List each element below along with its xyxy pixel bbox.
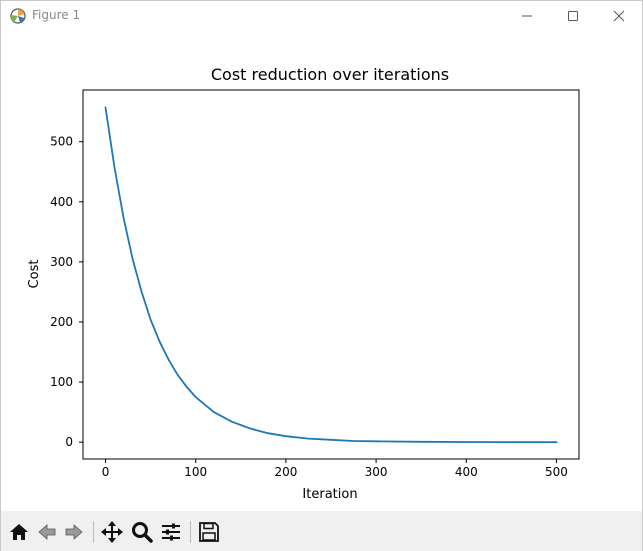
y-tick-label: 500 (50, 135, 73, 149)
home-icon (10, 524, 28, 540)
axes-frame (82, 89, 580, 460)
back-button[interactable] (34, 519, 60, 545)
zoom-magnifier-icon (132, 522, 153, 543)
y-tick-label: 400 (50, 195, 73, 209)
configure-subplots-button[interactable] (158, 519, 184, 545)
title-bar[interactable]: Figure 1 (1, 1, 642, 31)
maximize-icon (568, 11, 578, 21)
close-button[interactable] (596, 1, 642, 31)
x-tick-label: 100 (184, 465, 207, 479)
x-tick-label: 200 (274, 465, 297, 479)
series-line (104, 106, 558, 444)
navigation-toolbar (1, 511, 642, 551)
zoom-button[interactable] (129, 519, 155, 545)
y-tick-label: 100 (50, 375, 73, 389)
save-button[interactable] (196, 519, 222, 545)
save-floppy-icon (199, 522, 219, 542)
y-tick-label: 0 (65, 435, 73, 449)
forward-arrow-icon (65, 524, 83, 540)
y-tick-label: 300 (50, 255, 73, 269)
forward-button[interactable] (61, 519, 87, 545)
maximize-button[interactable] (550, 1, 596, 31)
toolbar-separator (93, 521, 94, 543)
x-axis-label: Iteration (302, 487, 357, 502)
pan-button[interactable] (99, 519, 125, 545)
x-tick-label: 300 (365, 465, 388, 479)
pan-move-icon (101, 521, 123, 543)
toolbar-separator (190, 521, 191, 543)
x-tick-label: 0 (102, 465, 110, 479)
back-arrow-icon (38, 524, 56, 540)
window-title: Figure 1 (32, 8, 81, 22)
home-button[interactable] (6, 519, 32, 545)
y-axis-label: Cost (27, 260, 42, 289)
minimize-button[interactable] (504, 1, 550, 31)
line-chart: Cost reduction over iterations Iteration… (27, 65, 580, 502)
y-tick-label: 200 (50, 315, 73, 329)
minimize-icon (522, 15, 532, 17)
configure-subplots-icon (162, 523, 180, 541)
matplotlib-app-icon (9, 7, 27, 25)
chart-title: Cost reduction over iterations (211, 65, 449, 84)
close-icon (613, 10, 625, 22)
x-tick-label: 500 (545, 465, 568, 479)
x-tick-label: 400 (455, 465, 478, 479)
plot-layer: 0 100 200 300 400 500 0 100 200 300 400 500 (50, 89, 580, 479)
figure-canvas[interactable]: Cost reduction over iterations Iteration… (1, 31, 642, 511)
